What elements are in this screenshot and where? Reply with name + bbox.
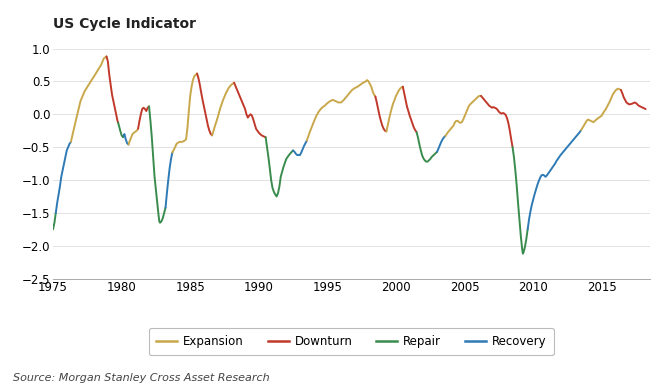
Text: US Cycle Indicator: US Cycle Indicator <box>53 17 196 31</box>
Legend: Expansion, Downturn, Repair, Recovery: Expansion, Downturn, Repair, Recovery <box>149 328 554 355</box>
Text: Source: Morgan Stanley Cross Asset Research: Source: Morgan Stanley Cross Asset Resea… <box>13 373 270 383</box>
